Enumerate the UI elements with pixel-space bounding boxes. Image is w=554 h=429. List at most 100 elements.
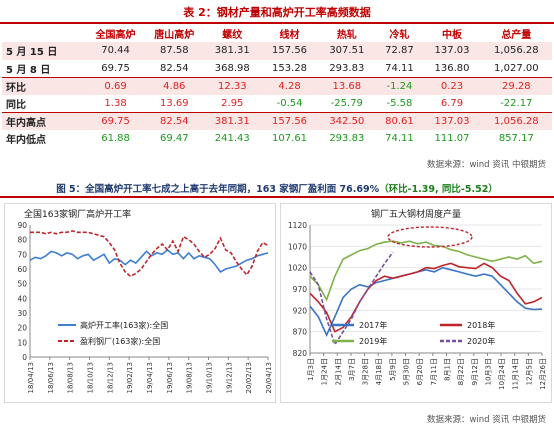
table-cell: 61.88: [101, 133, 130, 145]
table-cell: 136.80: [434, 62, 470, 74]
table-row: 5 月 15 日 70.44 87.58 381.31 157.56 307.51 72.8…: [2, 42, 552, 60]
table-cell: 4.86: [144, 76, 204, 95]
table-cell: 1,056.28: [480, 42, 552, 60]
y-tick-label: 1070: [288, 242, 307, 251]
y-tick-label: 80: [17, 236, 27, 245]
x-tick-label: 5月30日: [403, 358, 411, 385]
table-cell: -5.58: [386, 97, 413, 109]
blast-furnace-utilization-chart: 全国163家钢厂高炉开工率 0 10 20 30 40 50 60 70 80 90 18/04/13…: [4, 203, 276, 403]
table-cell: 157.56: [260, 42, 319, 60]
table-cell: 137.03: [423, 111, 481, 130]
table-cell: 74.11: [385, 133, 414, 145]
table-cell: 1,056.28: [480, 111, 552, 130]
table-cell: -22.17: [500, 97, 533, 109]
x-tick-label: 5月9日: [389, 358, 397, 381]
y-tick-label: 920: [293, 306, 308, 315]
x-tick-label: 8月22日: [457, 358, 465, 385]
column-header: [2, 25, 87, 42]
table-body: 5 月 15 日 70.44 87.58 381.31 157.56 307.51 72.8…: [2, 42, 552, 148]
table-title: 表 2：钢材产量和高炉开工率高频数据: [183, 6, 371, 19]
table-row: 5 月 8 日 69.75 82.54 368.98 153.28 293.83 74.11…: [2, 60, 552, 78]
legend-label: 高炉开工率(163家):全国: [80, 320, 168, 330]
x-tick-label: 19/02/13: [126, 362, 134, 393]
chart-title: 钢厂五大钢材周度产量: [371, 208, 461, 220]
y-tick-label: 90: [17, 221, 27, 230]
table-row: 年内高点 69.75 82.54 381.31 157.56 342.50 80.61 137…: [2, 111, 552, 130]
series-line: [309, 240, 543, 302]
table-cell: 29.28: [480, 76, 552, 95]
column-header: 中板: [423, 25, 481, 42]
row-label: 年内高点: [2, 111, 87, 130]
figure-title-bar: 图 5：全国高炉开工率七成之上高于去年同期，163 家钢厂盈利面 76.69%（…: [0, 176, 554, 198]
row-label: 同比: [6, 99, 26, 111]
x-tick-label: 19/12/13: [225, 362, 233, 393]
legend-label: 2020年: [467, 336, 495, 346]
x-tick-label: 8月1日: [443, 358, 451, 381]
table-cell: 69.75: [101, 62, 130, 74]
series-line: [29, 248, 269, 273]
series-line: [309, 251, 394, 347]
x-tick-label: 19/06/13: [166, 362, 174, 393]
series-line: [30, 230, 269, 278]
y-tick-label: 820: [293, 349, 308, 358]
y-tick-label: 30: [17, 309, 27, 318]
table-cell: 157.56: [260, 111, 319, 130]
column-header: 全国高炉: [86, 25, 145, 42]
y-tick-label: 0: [22, 353, 27, 362]
figure-title: 图 5：全国高炉开工率七成之上高于去年同期，163 家钢厂盈利面 76.69%（…: [0, 181, 554, 195]
x-tick-label: 6月20日: [416, 358, 424, 385]
table-cell: 342.50: [318, 111, 376, 130]
legend-label: 盈利钢厂(163家):全国: [80, 336, 160, 346]
table-cell: 1,027.00: [494, 62, 539, 74]
five-steel-weekly-output-chart: 钢厂五大钢材周度产量 820 870 920 970 1020 1070 1120 1月3日 1月…: [280, 203, 552, 403]
x-tick-label: 7月11日: [430, 358, 438, 385]
table-cell: -25.79: [330, 97, 363, 109]
table-cell: 0.69: [86, 76, 145, 95]
table-cell: 87.58: [144, 42, 204, 60]
x-tick-label: 18/08/13: [67, 362, 75, 393]
x-tick-label: 3月28日: [362, 358, 370, 385]
chart-title: 全国163家钢厂高炉开工率: [24, 208, 131, 220]
y-tick-label: 970: [293, 285, 308, 294]
row-label: 5 月 8 日: [6, 64, 51, 76]
table-cell: 857.17: [498, 133, 534, 145]
column-header: 螺纹: [203, 25, 261, 42]
chart-frame: [4, 203, 276, 403]
peak-highlight-ellipse: [387, 226, 473, 248]
table-cell: 80.61: [375, 111, 424, 130]
table-cell: 107.61: [272, 133, 308, 145]
table-source-note: 数据来源：wind 资讯 中银期货: [426, 160, 546, 170]
y-tick-label: 60: [17, 265, 27, 274]
table-cell: 82.54: [144, 111, 204, 130]
table-cell: 82.54: [159, 62, 189, 74]
x-tick-label: 1月3日: [307, 358, 315, 381]
legend-label: 2019年: [359, 336, 387, 346]
x-tick-label: 19/04/13: [146, 362, 154, 393]
column-header: 冷轧: [375, 25, 424, 42]
table-cell: 74.11: [385, 62, 414, 74]
table-cell: 13.69: [159, 97, 189, 109]
column-header: 热轧: [318, 25, 376, 42]
table-row: 环比 0.69 4.86 12.33 4.28 13.68 -1.24 0.23 29.28: [2, 76, 552, 95]
x-tick-label: 3月7日: [348, 358, 356, 381]
table-cell: 12.33: [203, 76, 261, 95]
legend-label: 2018年: [467, 320, 495, 330]
column-header: 唐山高炉: [144, 25, 204, 42]
table-cell: 381.31: [203, 111, 261, 130]
table-header-row: 全国高炉 唐山高炉 螺纹 线材 热轧 冷轧 中板 总产量: [2, 25, 552, 42]
y-tick-label: 20: [17, 324, 27, 333]
x-tick-label: 10月24日: [498, 358, 506, 390]
table-cell: 4.28: [260, 76, 319, 95]
x-tick-label: 19/08/13: [186, 362, 194, 393]
column-header: 总产量: [480, 25, 552, 42]
table-cell: 381.31: [203, 42, 261, 60]
x-tick-label: 10月3日: [484, 358, 492, 385]
table-cell: 2.95: [221, 97, 244, 109]
table-cell: -1.24: [375, 76, 424, 95]
table-cell: 69.75: [86, 111, 145, 130]
y-tick-label: 70: [17, 250, 27, 259]
row-label: 年内低点: [6, 135, 46, 147]
table-cell: 1.38: [104, 97, 127, 109]
steel-output-table: 全国高炉 唐山高炉 螺纹 线材 热轧 冷轧 中板 总产量 5 月 15 日 70.44 87.58…: [2, 25, 552, 148]
table-cell: 0.23: [423, 76, 481, 95]
